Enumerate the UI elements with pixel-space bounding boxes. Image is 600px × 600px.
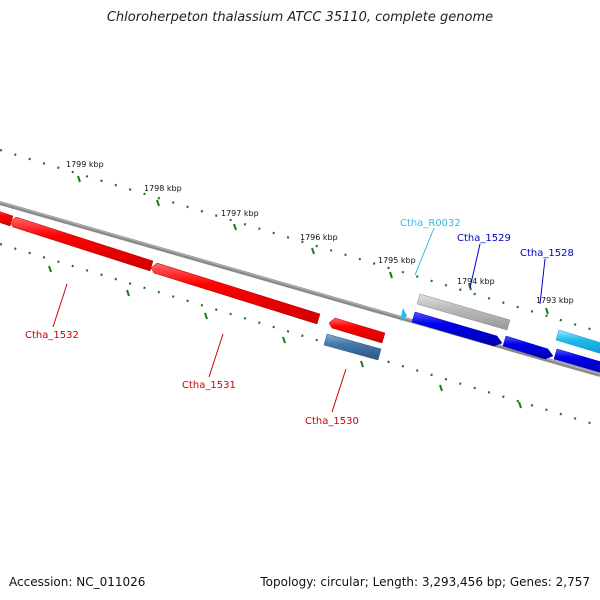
gene-ctha-1529-rna[interactable]: [416, 293, 511, 331]
gene-label-ctha-1528: Ctha_1528: [520, 248, 574, 259]
gene-ctha-1527[interactable]: [553, 348, 600, 373]
gene-ctha-1529[interactable]: [411, 311, 503, 347]
gene-ctha-1528[interactable]: [502, 335, 554, 360]
tick-label-1797: 1797 kbp: [221, 209, 259, 218]
genome-title: Chloroherpeton thalassium ATCC 35110, co…: [106, 10, 494, 25]
major-ticks-outer: [77, 175, 549, 315]
major-ticks-inner: [48, 265, 522, 409]
tick-label-1798: 1798 kbp: [144, 184, 182, 193]
genome-summary: Topology: circular; Length: 3,293,456 bp…: [260, 575, 590, 589]
tick-label-1793: 1793 kbp: [536, 296, 574, 305]
tick-label-1795: 1795 kbp: [378, 256, 416, 265]
gene-ctha-r0032[interactable]: [400, 308, 407, 321]
gene-ctha-1531[interactable]: [150, 262, 321, 325]
gene-label-ctha-1531: Ctha_1531: [182, 380, 236, 391]
tick-label-1799: 1799 kbp: [66, 160, 104, 169]
genome-backbone: [0, 201, 600, 377]
gene-label-ctha-1530: Ctha_1530: [305, 416, 359, 427]
label-leaders: [52, 227, 546, 413]
gene-label-ctha-r0032: Ctha_R0032: [400, 218, 461, 229]
inner-tick-track: [0, 242, 600, 428]
tick-label-1796: 1796 kbp: [300, 233, 338, 242]
tick-label-1794: 1794 kbp: [457, 277, 495, 286]
gene-ctha-1530-arrow[interactable]: [328, 317, 386, 344]
gene-ctha-1532[interactable]: [9, 216, 154, 272]
gene-label-ctha-1529: Ctha_1529: [457, 233, 511, 244]
gene-ctha-trna[interactable]: [555, 329, 600, 354]
gene-label-ctha-1532: Ctha_1532: [25, 330, 79, 341]
accession-label: Accession: NC_011026: [9, 575, 146, 589]
gene-ctha-1533[interactable]: [0, 210, 14, 227]
gene-ctha-1530-pseudo[interactable]: [323, 333, 382, 361]
